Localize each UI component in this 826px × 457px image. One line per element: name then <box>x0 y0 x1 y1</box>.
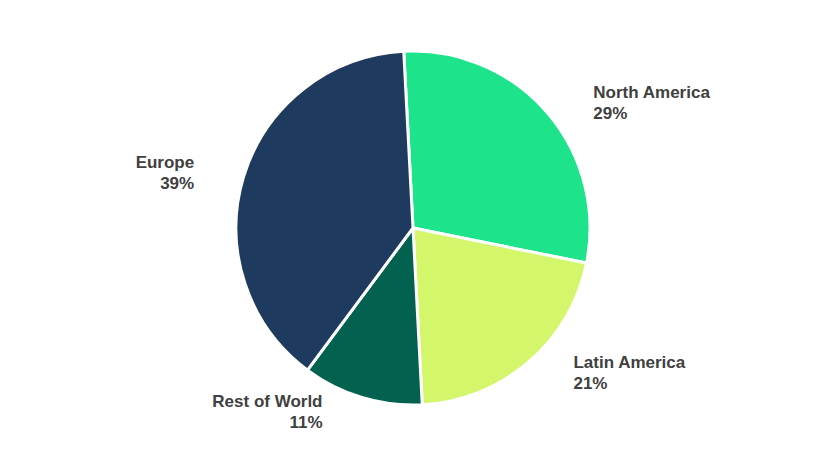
svg-text:11%: 11% <box>289 413 322 432</box>
svg-text:29%: 29% <box>593 104 627 123</box>
svg-text:Rest of World: Rest of World <box>212 392 322 411</box>
svg-text:North America: North America <box>593 83 710 102</box>
svg-text:39%: 39% <box>160 174 194 193</box>
svg-text:21%: 21% <box>573 374 607 393</box>
svg-text:Europe: Europe <box>136 153 195 172</box>
svg-text:Latin America: Latin America <box>573 353 685 372</box>
